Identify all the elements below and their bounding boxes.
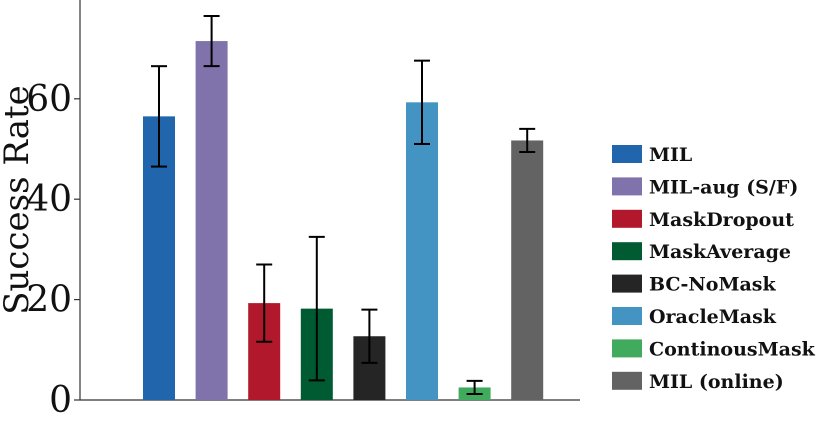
legend-swatch [612, 307, 642, 325]
bar [195, 41, 228, 400]
legend-item: ContinousMask [612, 338, 816, 360]
y-tick-label: 40 [26, 179, 72, 220]
error-bars [151, 14, 536, 395]
legend-item: MIL-aug (S/F) [612, 176, 798, 198]
legend-label: MIL [649, 144, 692, 166]
y-axis-title: Success Rate [0, 85, 37, 315]
legend-label: MaskDropout [649, 209, 794, 231]
legend-label: OracleMask [649, 306, 777, 328]
legend-swatch [612, 371, 642, 390]
bar [406, 102, 438, 401]
legend-item: BC-NoMask [612, 274, 776, 296]
legend-swatch [612, 242, 642, 261]
y-tick-label: 20 [26, 280, 72, 321]
legend-item: MaskDropout [612, 209, 794, 231]
y-tick-label: 60 [26, 79, 72, 120]
legend-item: MIL [612, 144, 692, 166]
legend-item: MaskAverage [612, 241, 791, 263]
legend-label: ContinousMask [649, 338, 816, 360]
legend-label: BC-NoMask [649, 274, 776, 296]
legend: MIL MIL-aug (S/F) MaskDropout MaskAverage BC… [612, 144, 816, 393]
legend-label: MIL (online) [649, 371, 784, 393]
legend-swatch [612, 274, 642, 293]
y-tick-label: 0 [49, 380, 72, 421]
legend-swatch [612, 145, 642, 163]
legend-label: MaskAverage [649, 241, 791, 263]
y-axis: 0 20 40 60 [26, 0, 81, 421]
legend-item: OracleMask [612, 306, 777, 328]
legend-swatch [612, 177, 642, 196]
legend-swatch [612, 339, 642, 358]
legend-item: MIL (online) [612, 371, 784, 393]
bar [511, 140, 544, 400]
legend-swatch [612, 209, 642, 228]
bars [143, 41, 544, 401]
legend-label: MIL-aug (S/F) [649, 176, 798, 198]
